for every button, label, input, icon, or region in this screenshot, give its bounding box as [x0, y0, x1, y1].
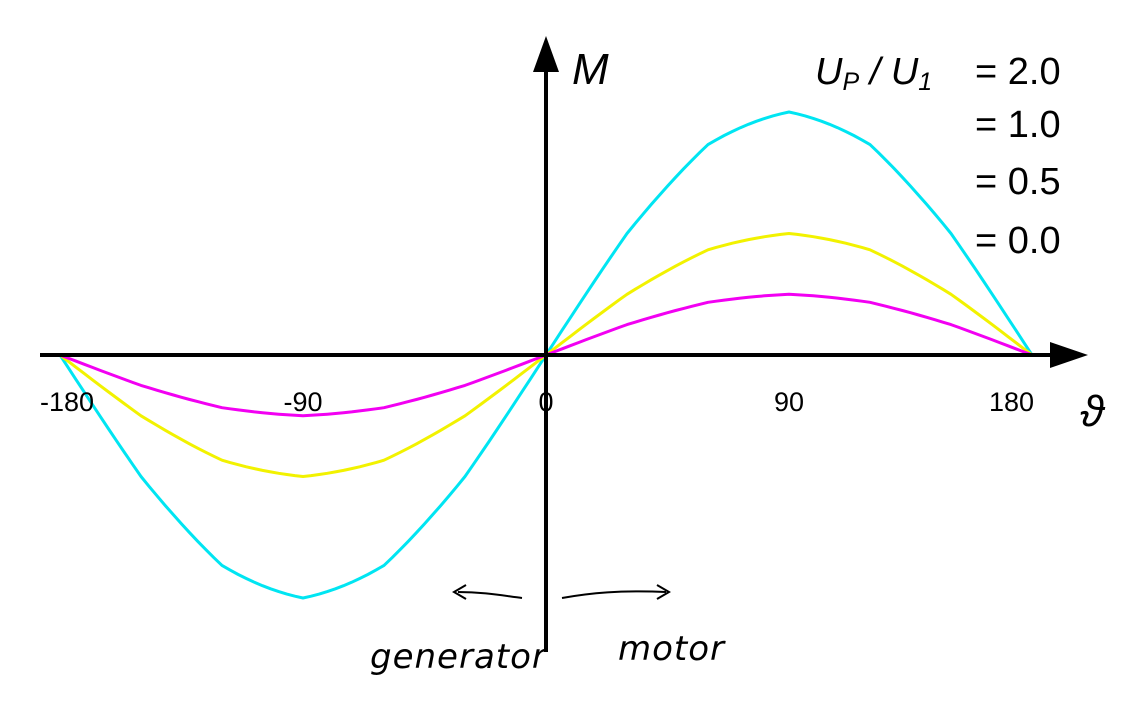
- legend-title-u: U: [815, 51, 843, 93]
- left-arrow-icon: [457, 591, 523, 599]
- legend: UP / U1 = 2.0 = 1.0 = 0.5 = 0.0: [815, 51, 1061, 262]
- left-arrow-head-icon: [452, 584, 467, 600]
- x-tick-label: 90: [774, 387, 804, 417]
- direction-annotations: generator motor: [370, 584, 726, 677]
- generator-label: generator: [370, 637, 548, 677]
- y-axis-arrow-icon: [533, 36, 559, 72]
- legend-entry-1-0: = 1.0: [975, 104, 1061, 146]
- x-axis-label: ϑ: [1080, 387, 1106, 436]
- x-tick-label: 180: [989, 387, 1034, 417]
- x-tick-label: 0: [538, 387, 553, 417]
- legend-title-sub-1: 1: [918, 68, 932, 96]
- x-axis-arrow-icon: [1050, 342, 1088, 368]
- legend-title: UP / U1: [815, 51, 932, 96]
- x-tick-label: -90: [283, 387, 322, 417]
- legend-entry-2-0: = 2.0: [975, 51, 1061, 93]
- legend-entry-0-0: = 0.0: [975, 220, 1061, 262]
- legend-title-u2: U: [891, 51, 919, 93]
- legend-title-slash: /: [859, 51, 891, 93]
- x-tick-labels: -180 -90 0 90 180: [40, 387, 1034, 417]
- legend-title-sub-p: P: [842, 68, 859, 96]
- motor-label: motor: [618, 629, 726, 669]
- right-arrow-head-icon: [656, 584, 671, 600]
- right-arrow-icon: [561, 590, 667, 599]
- y-axis-label: M: [572, 45, 609, 94]
- legend-entry-0-5: = 0.5: [975, 161, 1061, 203]
- x-tick-label: -180: [40, 387, 94, 417]
